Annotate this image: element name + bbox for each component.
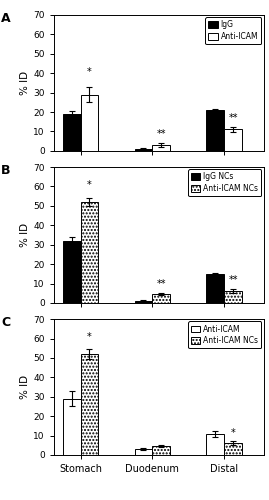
Text: **: ** [228,112,238,122]
Bar [63,241,80,303]
Bar [152,145,170,151]
Bar [206,110,224,151]
Legend: IgG, Anti-ICAM: IgG, Anti-ICAM [205,18,261,44]
Bar [224,444,242,455]
Text: B: B [1,164,11,177]
Text: *: * [231,428,235,438]
Bar [63,114,80,151]
Bar [152,446,170,455]
Text: *: * [87,332,92,342]
Y-axis label: % ID: % ID [20,71,30,95]
Bar [224,130,242,151]
Text: **: ** [157,280,166,289]
Bar [134,449,152,455]
Bar [80,354,98,455]
Bar [206,434,224,455]
Bar [224,292,242,303]
Bar [80,94,98,151]
Y-axis label: % ID: % ID [20,375,30,399]
Bar [152,294,170,303]
Bar [80,202,98,303]
Text: *: * [87,67,92,77]
Bar [63,398,80,455]
Bar [134,149,152,151]
Legend: Anti-ICAM, Anti-ICAM NCs: Anti-ICAM, Anti-ICAM NCs [188,322,261,348]
Text: C: C [1,316,10,330]
Bar [206,274,224,303]
Bar [134,301,152,303]
Text: **: ** [157,129,166,139]
Text: A: A [1,12,11,26]
Text: **: ** [228,276,238,285]
Y-axis label: % ID: % ID [20,223,30,247]
Text: *: * [87,180,92,190]
Legend: IgG NCs, Anti-ICAM NCs: IgG NCs, Anti-ICAM NCs [188,170,261,196]
